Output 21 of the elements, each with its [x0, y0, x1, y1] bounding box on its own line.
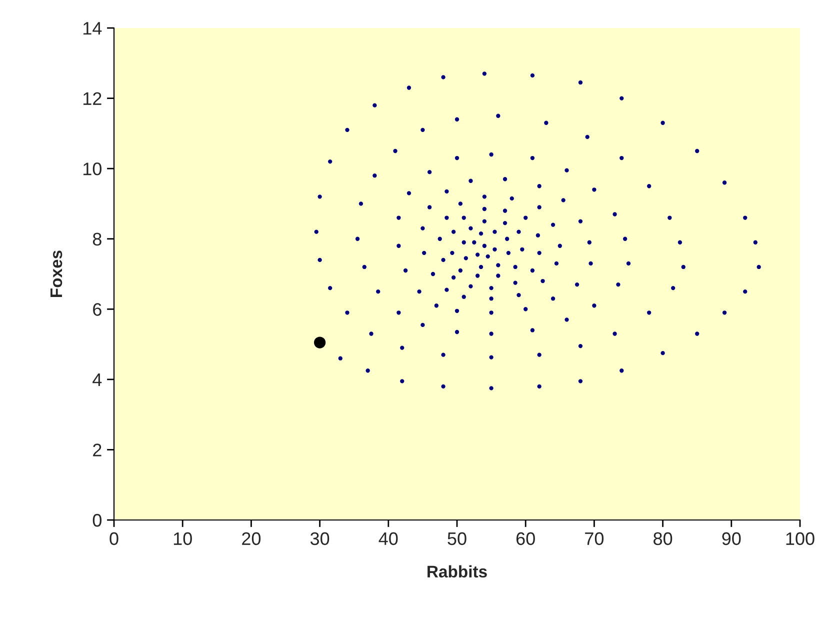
y-tick-label: 2 [93, 444, 102, 456]
x-tick-label: 80 [654, 532, 672, 546]
x-tick-label: 100 [786, 532, 814, 546]
x-tick-label: 10 [174, 532, 192, 546]
y-tick-label: 10 [83, 162, 102, 176]
x-tick-label: 70 [585, 532, 604, 546]
y-tick-label: 6 [93, 303, 102, 316]
y-axis-title: Foxes [50, 250, 62, 297]
x-tick-label: 60 [516, 532, 535, 546]
x-tick-label: 20 [242, 532, 261, 546]
x-tick-label: 40 [378, 532, 398, 546]
y-tick-label: 0 [92, 514, 102, 527]
y-tick-label: 12 [83, 92, 102, 105]
x-tick-label: 90 [722, 532, 741, 546]
y-tick-label: 4 [92, 374, 102, 386]
x-tick-label: 0 [110, 532, 118, 546]
x-tick-label: 30 [310, 532, 330, 546]
y-tick-label: 8 [92, 232, 102, 246]
x-axis-title: Rabbits [428, 565, 487, 578]
y-tick-label: 14 [83, 22, 102, 35]
x-tick-label: 50 [448, 532, 466, 546]
